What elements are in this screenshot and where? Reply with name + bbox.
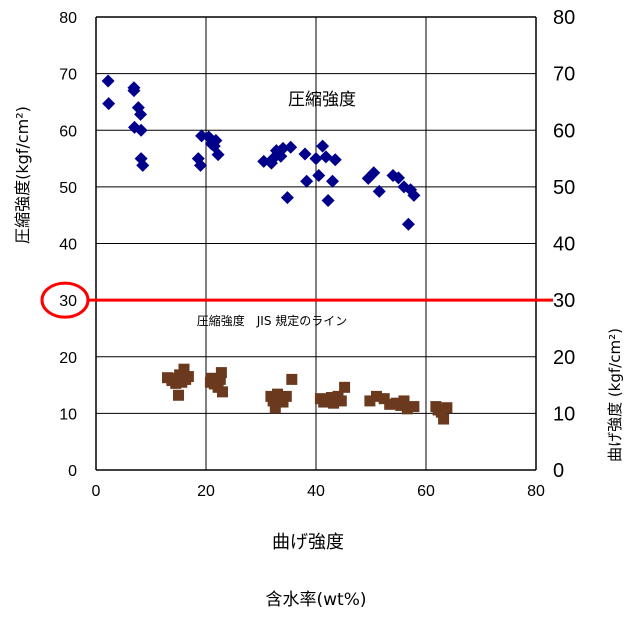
compressive-strength-point: [372, 184, 386, 198]
y-axis-label-left: 圧縮強度(kgf/cm²): [13, 106, 32, 244]
compressive-strength-point: [367, 166, 381, 180]
bending-strength-point: [371, 390, 382, 402]
x-tick-label: 20: [197, 483, 215, 500]
y-tick-label-left: 50: [59, 180, 77, 197]
bending-strength-point: [328, 397, 340, 409]
bending-strength-point: [206, 372, 217, 384]
bending-strength-point: [441, 402, 453, 414]
y-tick-label-right: 60: [553, 120, 575, 142]
y-tick-label-right: 70: [553, 64, 575, 86]
bending-strength-point: [339, 381, 351, 393]
y-tick-label-left: 70: [59, 67, 77, 84]
data-points: [101, 74, 453, 425]
bending-strength-point: [378, 393, 390, 405]
bending-strength-point: [214, 373, 226, 385]
annotation-bending-strength: 曲げ強度: [272, 532, 344, 553]
bending-strength-point: [286, 373, 298, 385]
compressive-strength-point: [194, 158, 207, 172]
compressive-strength-point: [401, 217, 415, 231]
y-tick-label-right: 40: [553, 234, 575, 256]
bending-strength-point: [280, 390, 292, 402]
compressive-strength-point: [280, 191, 294, 205]
compressive-strength-point: [101, 74, 115, 88]
y-tick-label-left: 10: [59, 406, 77, 423]
compressive-strength-point: [136, 158, 150, 172]
y-tick-label-left: 80: [59, 10, 77, 27]
y-tick-label-right: 50: [553, 177, 575, 199]
y-tick-label-right: 0: [553, 460, 564, 482]
compressive-strength-point: [312, 169, 326, 183]
jis-30-highlight-circle: [40, 281, 90, 319]
bending-strength-point: [277, 396, 289, 408]
x-tick-label: 40: [307, 483, 325, 500]
compressive-strength-point: [298, 147, 312, 161]
annotation-jis-line: 圧縮強度 JIS 規定のライン: [197, 313, 348, 328]
compressive-strength-point: [134, 123, 148, 137]
compressive-strength-point: [102, 97, 116, 111]
compressive-strength-point: [284, 140, 298, 154]
y-tick-label-right: 20: [553, 347, 575, 369]
x-axis-label: 含水率(wt%): [266, 590, 367, 610]
compressive-strength-point: [321, 193, 335, 207]
bending-strength-point: [215, 367, 227, 379]
y-axis-label-right: 曲げ強度 (kgf/cm²): [606, 328, 624, 462]
bending-strength-point: [325, 392, 337, 404]
y-tick-label-right: 30: [553, 290, 575, 312]
compressive-strength-point: [319, 150, 333, 164]
compressive-strength-point: [309, 152, 323, 166]
compressive-strength-point: [328, 153, 342, 167]
bending-strength-point: [269, 402, 281, 414]
bending-strength-point: [364, 395, 376, 407]
compressive-strength-point: [127, 84, 141, 98]
y-tick-label-left: 30: [59, 293, 77, 310]
compressive-strength-point: [300, 174, 314, 188]
bending-strength-point: [174, 369, 186, 381]
bending-strength-point: [398, 395, 410, 407]
x-tick-label: 60: [417, 483, 435, 500]
bending-strength-point: [173, 389, 184, 401]
y-tick-label-left: 20: [59, 350, 77, 367]
bending-strength-point: [408, 401, 420, 413]
bending-strength-point: [267, 395, 279, 407]
bending-strength-point: [401, 403, 413, 415]
compressive-strength-point: [326, 174, 339, 188]
y-tick-label-left: 40: [59, 237, 77, 254]
compressive-strength-point: [211, 148, 225, 162]
compressive-strength-point: [316, 139, 330, 153]
annotation-compressive-strength: 圧縮強度: [288, 90, 356, 110]
bending-strength-point: [384, 398, 396, 410]
compressive-strength-point: [392, 171, 405, 185]
bending-strength-point: [217, 386, 228, 398]
x-tick-label: 80: [527, 483, 545, 500]
y-tick-label-right: 10: [553, 403, 575, 425]
x-tick-label: 0: [92, 483, 101, 500]
bending-strength-point: [438, 413, 450, 425]
bending-strength-point: [182, 371, 194, 383]
y-tick-label-left: 60: [59, 123, 77, 140]
y-tick-label-left: 0: [68, 463, 77, 480]
bending-strength-point: [178, 363, 190, 375]
compressive-strength-point: [134, 107, 148, 121]
y-tick-label-right: 80: [553, 7, 575, 29]
compressive-strength-point: [407, 188, 421, 202]
compressive-strength-point: [209, 133, 223, 147]
bending-strength-point: [335, 395, 347, 407]
compressive-strength-point: [276, 141, 290, 155]
